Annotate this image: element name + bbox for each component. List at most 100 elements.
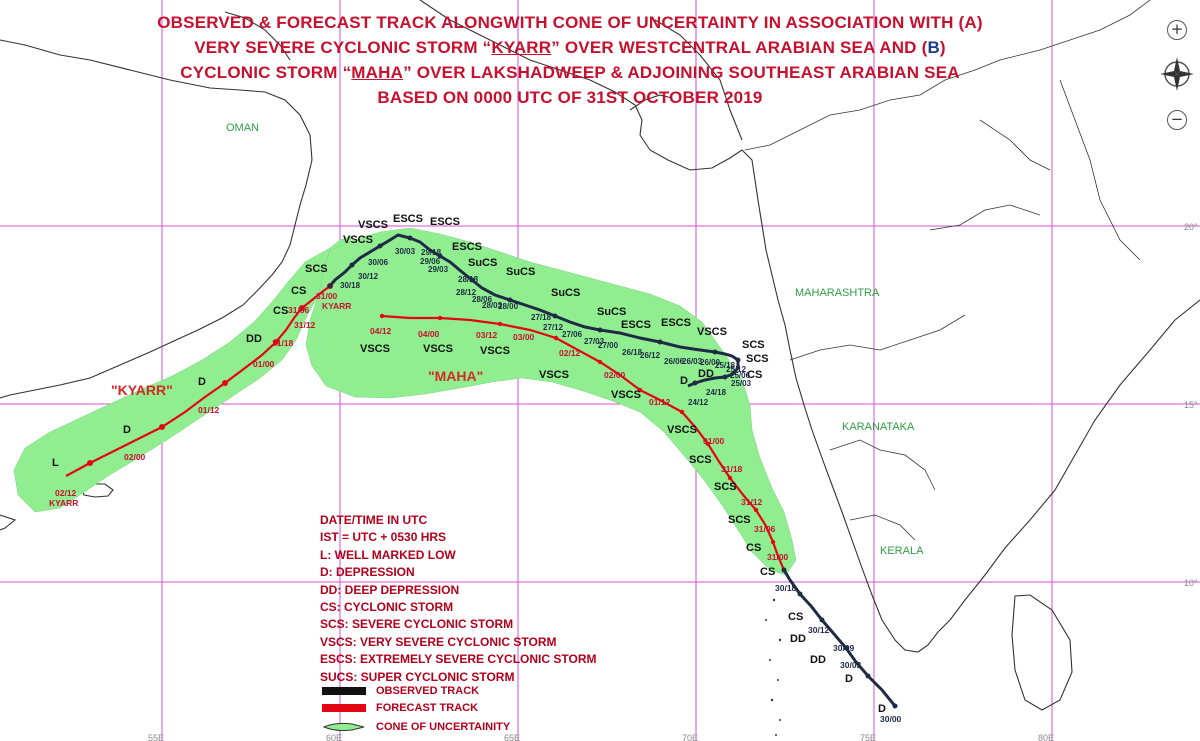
time-label: 02/12 [55,488,77,498]
track-point [469,277,475,283]
legend-item: VSCS: VERY SEVERE CYCLONIC STORM [320,634,557,649]
intensity-label: DD [790,633,806,645]
track-point [843,645,849,651]
track-point [865,673,871,679]
lon-label-75: 75E [860,733,876,741]
legend-item: IST = UTC + 0530 HRS [320,530,447,545]
time-label: 25/03 [731,379,752,388]
track-point [437,253,443,259]
time-label: 30/12 [808,625,830,635]
time-label: 28/18 [458,275,479,284]
intensity-label: SCS [689,454,712,466]
legend-item: SUCS: SUPER CYCLONIC STORM [320,669,515,684]
time-label: 25/06 [730,371,751,380]
time-label: 02/00 [604,370,626,380]
time-label: 30/12 [358,272,379,281]
track-point [735,357,741,363]
intensity-label: DD [810,654,826,666]
time-label: 01/12 [649,397,671,407]
time-label: 26/00 [700,358,721,367]
region-karanataka: KARANATAKA [842,421,915,433]
key-forecast-label: FORECAST TRACK [376,702,479,714]
track-point [657,339,663,345]
intensity-label: SCS [728,514,751,526]
time-label: 26/06 [664,357,685,366]
intensity-label: VSCS [358,219,388,231]
intensity-label: VSCS [697,326,727,338]
title-kyarr-name: KYARR [491,38,552,57]
lon-label-70: 70E [682,733,698,741]
track-point [597,327,603,333]
lon-label-55: 55E [148,733,164,741]
intensity-label: CS [291,285,306,297]
track-point [705,441,711,447]
lat-label-20: 20° [1184,222,1198,232]
intensity-label: VSCS [611,389,641,401]
legend-item: CS: CYCLONIC STORM [320,600,454,615]
intensity-label: SCS [305,263,328,275]
key-cone-label: CONE OF UNCERTAINITY [376,721,511,733]
zoom-out-button[interactable]: − [1167,110,1187,130]
intensity-label: SuCS [506,266,535,278]
intensity-label: D [845,673,853,685]
time-label: 04/12 [370,326,392,336]
intensity-label: D [680,375,688,387]
track-point [159,424,165,430]
intensity-label: CS [788,611,803,623]
forecast-swatch [322,704,366,713]
time-label: 27/03 [584,337,605,346]
intensity-label: CS [747,369,762,381]
intensity-label: SCS [714,481,737,493]
observed-swatch [322,687,366,696]
track-point [552,313,558,319]
intensity-label: ESCS [452,241,482,253]
time-label: 25/12 [726,365,747,374]
intensity-label: CS [760,566,775,578]
maha-cone-of-uncertainty [305,227,797,576]
intensity-label: ESCS [430,216,460,228]
key-forecast-track: FORECAST TRACK [322,702,478,714]
title-2c: B [927,38,940,57]
time-label: 03/00 [513,332,535,342]
track-point [797,591,803,597]
time-label: 02/12 [559,348,581,358]
lon-label-65: 65E [504,733,520,741]
legend-item: DD: DEEP DEPRESSION [320,582,460,597]
lat-label-10: 10° [1184,578,1198,588]
intensity-label: CS [273,305,288,317]
track-point [637,387,643,393]
map-title-line-4: BASED ON 0000 UTC OF 31ST OCTOBER 2019 [377,88,763,107]
time-label: 31/06 [288,305,310,315]
track-point [770,539,776,545]
key-observed-label: OBSERVED TRACK [376,685,480,697]
intensity-label: VSCS [343,234,373,246]
track-point [692,380,698,386]
cone-swatch [322,723,365,732]
time-label: 30/03 [395,247,416,256]
track-point [712,349,718,355]
time-label: KYARR [49,498,78,508]
track-point [597,359,603,365]
time-label: 31/00 [316,291,338,301]
grid-labels: 20° 15° 10° 55E 60E 65E 70E 75E 80E [148,222,1198,741]
intensity-label: VSCS [480,345,510,357]
time-label: 03/12 [476,330,498,340]
time-label: 04/00 [418,329,440,339]
compass-icon[interactable] [1158,55,1196,93]
kyarr-cone-of-uncertainty [13,235,353,513]
zoom-in-button[interactable]: + [1167,20,1187,40]
map-title-line-1: OBSERVED & FORECAST TRACK ALONGWITH CONE… [157,13,983,32]
track-point [327,283,333,289]
lat-label-15: 15° [1184,400,1198,410]
intensity-label: DD [246,333,262,345]
intensity-label: VSCS [539,369,569,381]
title-2a: VERY SEVERE CYCLONIC STORM “ [194,38,492,57]
key-observed-track: OBSERVED TRACK [322,685,479,697]
time-label: 26/03 [682,357,703,366]
kyarr-observed-track [328,233,740,388]
time-label: 29/18 [421,248,442,257]
time-label: 01/00 [253,359,275,369]
time-label: 31/12 [741,497,763,507]
legend-item: ESCS: EXTREMELY SEVERE CYCLONIC STORM [320,652,597,667]
region-oman: OMAN [226,122,259,134]
